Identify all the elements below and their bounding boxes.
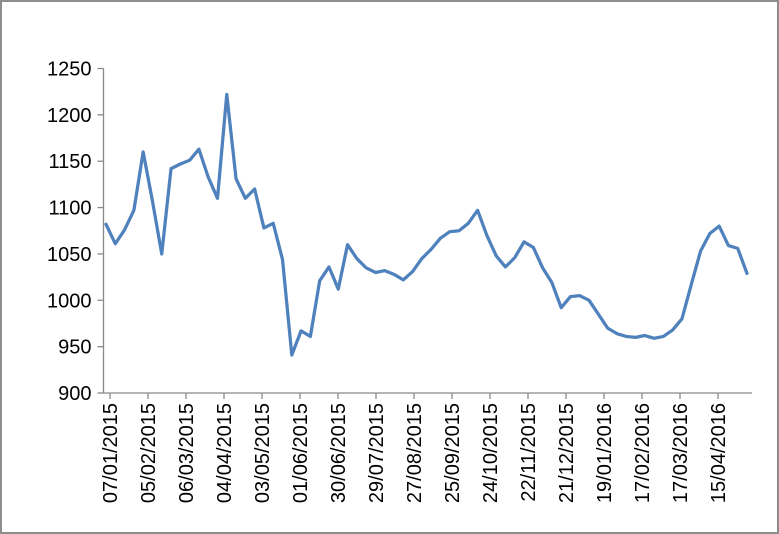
x-tick-label: 19/01/2016 bbox=[594, 403, 616, 503]
x-tick-label: 27/08/2015 bbox=[404, 403, 426, 503]
y-tick-label: 1200 bbox=[47, 105, 92, 127]
y-tick-label: 950 bbox=[58, 337, 91, 359]
x-tick-label: 17/02/2016 bbox=[632, 403, 654, 503]
x-tick-label: 06/03/2015 bbox=[176, 403, 198, 503]
x-tick-label: 03/05/2015 bbox=[252, 403, 274, 503]
y-tick-label: 1150 bbox=[48, 151, 91, 173]
y-tick-label: 1000 bbox=[47, 290, 92, 312]
y-tick-label: 1250 bbox=[47, 59, 92, 81]
x-tick-label: 17/03/2016 bbox=[670, 403, 692, 503]
x-tick-label: 01/06/2015 bbox=[290, 403, 312, 503]
x-tick-label: 15/04/2016 bbox=[708, 403, 730, 503]
y-tick-label: 1050 bbox=[47, 244, 92, 266]
y-tick-label: 900 bbox=[58, 383, 91, 405]
y-tick-label: 1100 bbox=[48, 198, 91, 220]
x-tick-label: 21/12/2015 bbox=[556, 403, 578, 503]
x-tick-label: 05/02/2015 bbox=[138, 403, 160, 503]
x-tick-label: 30/06/2015 bbox=[328, 403, 350, 503]
x-tick-label: 07/01/2015 bbox=[100, 403, 122, 503]
x-tick-label: 25/09/2015 bbox=[442, 403, 464, 503]
x-tick-label: 22/11/2015 bbox=[518, 403, 540, 502]
x-tick-label: 04/04/2015 bbox=[214, 403, 236, 503]
series-line bbox=[104, 92, 749, 357]
x-tick-label: 29/07/2015 bbox=[366, 403, 388, 503]
x-tick-label: 24/10/2015 bbox=[480, 403, 502, 503]
